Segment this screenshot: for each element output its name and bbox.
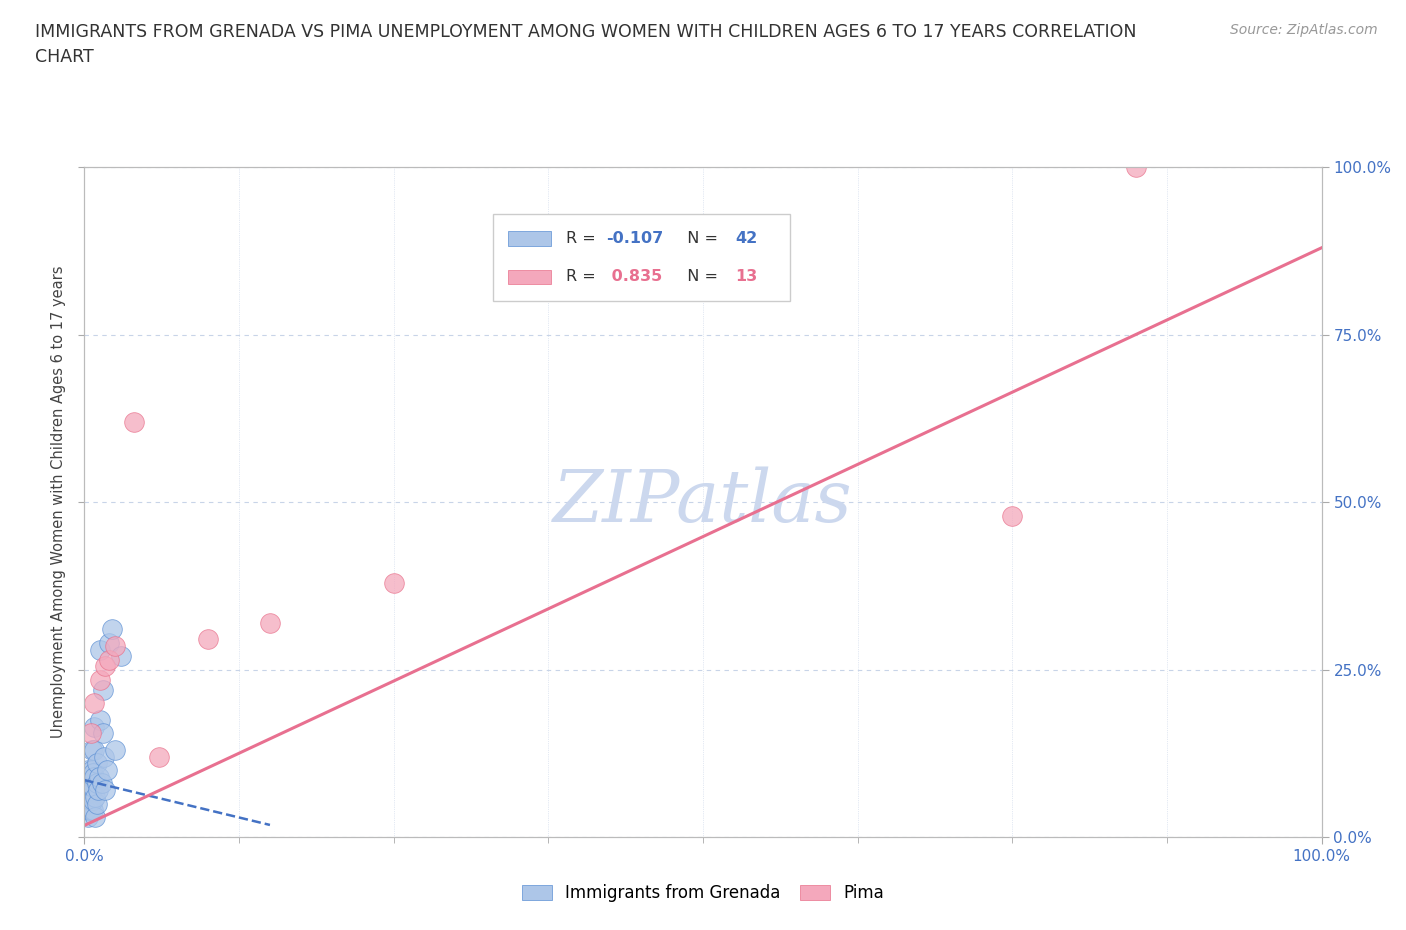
Point: [89, 672, 111, 687]
Text: -0.107: -0.107: [606, 232, 664, 246]
Point: [79, 803, 101, 817]
Point: [98, 652, 121, 667]
Point: [82, 779, 104, 794]
FancyBboxPatch shape: [492, 214, 790, 301]
Point: [90, 776, 112, 790]
Point: [94, 783, 117, 798]
Legend: Immigrants from Grenada, Pima: Immigrants from Grenada, Pima: [515, 878, 891, 909]
Point: [98, 635, 121, 650]
Point: [83, 769, 105, 784]
Point: [82, 792, 104, 807]
Point: [91, 683, 114, 698]
Point: [79, 803, 101, 817]
Point: [79, 792, 101, 807]
Point: [86, 756, 108, 771]
Point: [83, 696, 105, 711]
Point: [83, 742, 105, 757]
Text: R =: R =: [565, 270, 600, 285]
Point: [259, 616, 281, 631]
Point: [77, 763, 100, 777]
Point: [89, 712, 111, 727]
Point: [80, 783, 103, 798]
Point: [82, 766, 104, 781]
Text: 13: 13: [735, 270, 758, 285]
FancyBboxPatch shape: [508, 270, 551, 285]
Point: [80, 763, 103, 777]
Text: 0.835: 0.835: [606, 270, 662, 285]
Text: ZIPatlas: ZIPatlas: [553, 467, 853, 538]
Point: [86, 776, 108, 790]
Point: [79, 769, 101, 784]
Point: [84, 809, 107, 824]
Point: [76, 796, 98, 811]
Point: [75, 803, 97, 817]
Point: [89, 642, 111, 657]
Point: [79, 783, 101, 798]
Point: [80, 742, 103, 757]
Point: [104, 639, 127, 654]
Point: [100, 622, 122, 637]
Point: [104, 742, 127, 757]
Point: [96, 763, 118, 777]
FancyBboxPatch shape: [508, 232, 551, 246]
Point: [1125, 160, 1147, 175]
Point: [82, 803, 104, 817]
Point: [79, 773, 101, 788]
Point: [79, 792, 101, 807]
Point: [94, 658, 117, 673]
Text: N =: N =: [678, 232, 723, 246]
Text: Source: ZipAtlas.com: Source: ZipAtlas.com: [1230, 23, 1378, 37]
Point: [89, 769, 111, 784]
Point: [87, 783, 110, 798]
Point: [86, 796, 108, 811]
Text: 42: 42: [735, 232, 758, 246]
Point: [148, 750, 170, 764]
Point: [122, 415, 145, 430]
Point: [110, 649, 132, 664]
Text: CHART: CHART: [35, 48, 94, 66]
Y-axis label: Unemployment Among Women with Children Ages 6 to 17 years: Unemployment Among Women with Children A…: [51, 266, 66, 738]
Point: [1001, 508, 1024, 523]
Point: [77, 809, 100, 824]
Text: IMMIGRANTS FROM GRENADA VS PIMA UNEMPLOYMENT AMONG WOMEN WITH CHILDREN AGES 6 TO: IMMIGRANTS FROM GRENADA VS PIMA UNEMPLOY…: [35, 23, 1136, 41]
Point: [382, 575, 405, 590]
Point: [77, 786, 100, 801]
Point: [79, 725, 101, 740]
Text: R =: R =: [565, 232, 600, 246]
Point: [91, 725, 114, 740]
Point: [76, 776, 98, 790]
Point: [93, 750, 115, 764]
Point: [84, 790, 107, 804]
Point: [83, 719, 105, 734]
Text: N =: N =: [678, 270, 723, 285]
Point: [197, 632, 219, 647]
